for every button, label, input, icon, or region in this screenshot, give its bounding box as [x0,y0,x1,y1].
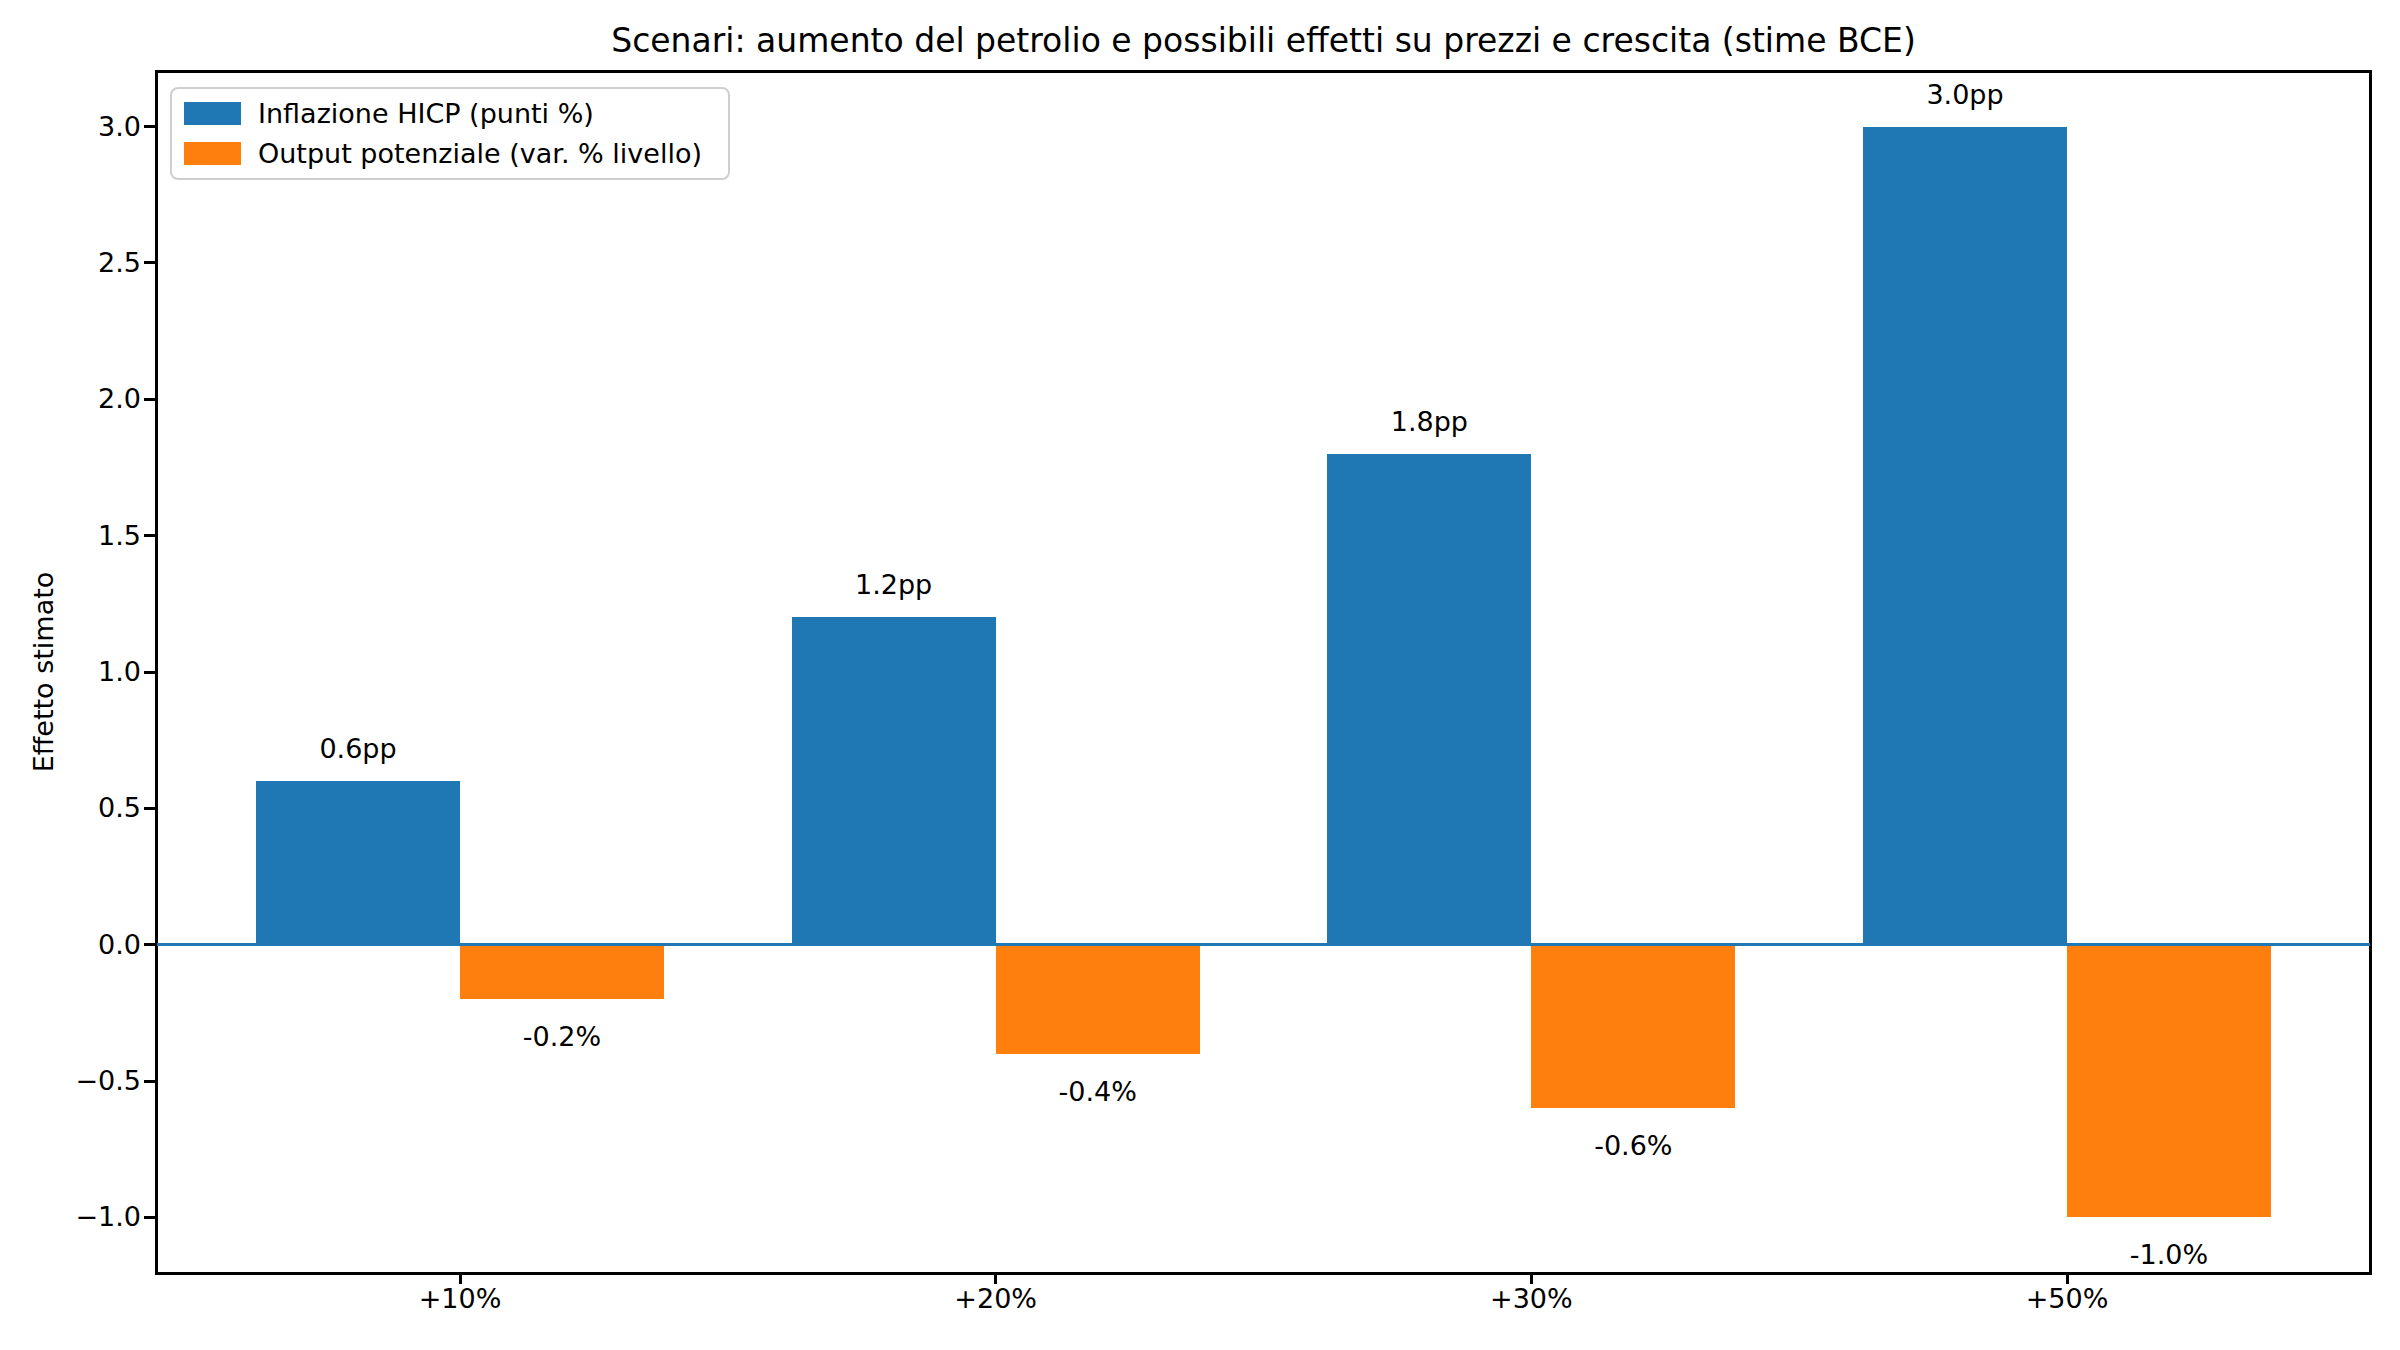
bar-value-label-inflazione: 0.6pp [319,733,396,765]
y-tick-mark [144,1216,156,1219]
bar-value-label-output: -0.2% [523,1021,601,1053]
y-tick-label: 3.0 [0,111,141,143]
bar-value-label-inflazione: 1.2pp [855,569,932,601]
y-tick-mark [144,125,156,128]
x-tick-label: +50% [2026,1283,2109,1315]
x-tick-label: +10% [419,1283,502,1315]
y-tick-label: 0.5 [0,792,141,824]
x-tick-label: +30% [1490,1283,1573,1315]
legend-swatch-inflazione [184,102,241,125]
bar-inflazione-hicp [256,781,460,945]
y-tick-mark [144,261,156,264]
y-tick-label: 1.5 [0,520,141,552]
bar-output-potenziale [996,945,1200,1054]
chart-title: Scenari: aumento del petrolio e possibil… [157,21,2370,61]
bar-value-label-inflazione: 3.0pp [1926,79,2003,111]
bar-value-label-inflazione: 1.8pp [1391,406,1468,438]
y-tick-mark [144,807,156,810]
y-tick-label: −0.5 [0,1065,141,1097]
bar-inflazione-hicp [792,617,996,944]
bar-output-potenziale [460,945,664,1000]
legend-label-inflazione: Inflazione HICP (punti %) [258,99,594,129]
y-tick-mark [144,671,156,674]
y-tick-mark [144,398,156,401]
y-tick-label: 2.5 [0,247,141,279]
bar-output-potenziale [1531,945,1735,1109]
y-tick-mark [144,534,156,537]
chart-figure: Scenari: aumento del petrolio e possibil… [0,0,2400,1350]
legend-swatch-output [184,142,241,165]
y-tick-label: 1.0 [0,656,141,688]
y-tick-mark [144,1080,156,1083]
bar-value-label-output: -1.0% [2130,1239,2208,1271]
legend-label-output: Output potenziale (var. % livello) [258,139,702,169]
legend-item-inflazione: Inflazione HICP (punti %) [184,99,728,129]
bar-value-label-output: -0.6% [1594,1130,1672,1162]
y-tick-label: −1.0 [0,1201,141,1233]
bar-output-potenziale [2067,945,2271,1218]
y-tick-label: 2.0 [0,383,141,415]
y-tick-mark [144,943,156,946]
y-tick-label: 0.0 [0,929,141,961]
bar-inflazione-hicp [1327,454,1531,945]
bar-inflazione-hicp [1863,127,2067,945]
bar-value-label-output: -0.4% [1058,1076,1136,1108]
legend: Inflazione HICP (punti %) Output potenzi… [170,87,730,180]
zero-baseline [157,943,2370,946]
legend-item-output: Output potenziale (var. % livello) [184,139,728,169]
x-tick-label: +20% [954,1283,1037,1315]
